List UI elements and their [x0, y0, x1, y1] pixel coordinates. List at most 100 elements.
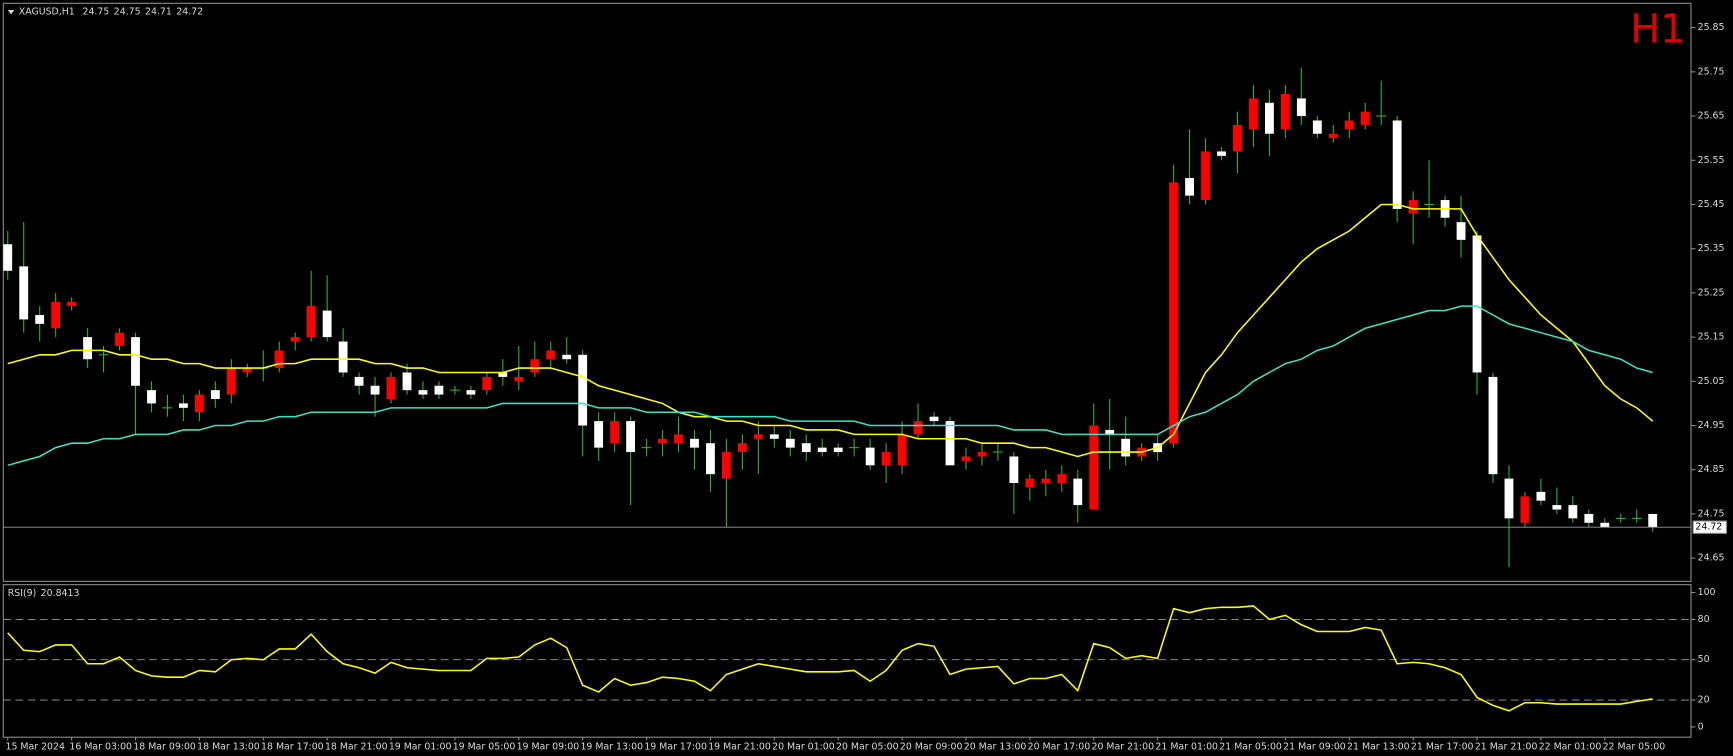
candle-body — [3, 244, 13, 271]
ohlc-open: 24.75 — [82, 7, 109, 18]
candle-body — [578, 354, 588, 426]
candle-body — [1392, 120, 1402, 209]
y-tick-label: 25.15 — [1698, 332, 1725, 343]
candle-body — [1233, 124, 1242, 152]
candle-body — [1249, 98, 1258, 130]
candle-body — [115, 332, 124, 346]
candle-body — [1328, 133, 1338, 139]
x-tick-label: 22 Mar 05:00 — [1603, 742, 1666, 753]
candle-body — [562, 354, 572, 360]
candle-body — [1057, 474, 1067, 483]
candle-body — [226, 368, 236, 395]
candle-body — [1504, 478, 1514, 519]
y-tick-label: 25.35 — [1698, 243, 1725, 254]
candle-body — [1552, 505, 1562, 510]
x-tick-label: 21 Mar 17:00 — [1411, 742, 1474, 753]
candle-body — [1344, 120, 1354, 130]
candle-body — [242, 368, 252, 373]
y-tick-label: 25.25 — [1698, 287, 1725, 298]
x-tick-label: 20 Mar 21:00 — [1092, 742, 1155, 753]
candle-body — [1201, 151, 1210, 201]
candle-body — [306, 306, 316, 338]
menu-arrow — [7, 9, 15, 15]
rsi-line — [7, 605, 1653, 712]
candle-body — [1456, 222, 1466, 240]
candle-body — [194, 394, 204, 413]
candle-body — [131, 337, 140, 386]
y-tick-label: 24.75 — [1698, 508, 1725, 519]
candle-body — [1121, 438, 1131, 457]
y-tick-label: 25.45 — [1698, 199, 1725, 210]
candle-body — [769, 434, 779, 439]
candle-body — [945, 421, 955, 466]
x-tick-label: 18 Mar 21:00 — [325, 742, 388, 753]
candle-body — [1217, 151, 1226, 156]
candle-body — [737, 443, 747, 453]
candle-body — [402, 372, 412, 391]
rsi-panel — [2, 584, 1692, 738]
y-tick-label: 0 — [1698, 721, 1704, 732]
candle-body — [1264, 102, 1274, 134]
candle-body — [35, 315, 45, 324]
candle-body — [801, 443, 811, 453]
candle-body — [1025, 478, 1035, 488]
candle-body — [498, 372, 508, 377]
x-tick-label: 18 Mar 13:00 — [197, 742, 260, 753]
candle-body — [1296, 98, 1306, 117]
candle-body — [1009, 456, 1019, 483]
x-tick-label: 21 Mar 13:00 — [1347, 742, 1410, 753]
candle-body — [466, 390, 476, 395]
candle-body — [338, 341, 348, 373]
candle-body — [913, 421, 923, 435]
x-tick-label: 16 Mar 03:00 — [69, 742, 132, 753]
candle-body — [370, 385, 380, 395]
candle-body — [977, 452, 987, 457]
candle-body — [1073, 478, 1083, 506]
candle-body — [1169, 182, 1179, 444]
x-tick-label: 19 Mar 21:00 — [708, 742, 771, 753]
symbol-title: XAGUSD,H1 — [19, 7, 75, 18]
y-tick-label: 24.85 — [1698, 464, 1725, 475]
y-tick-label: 24.65 — [1698, 553, 1725, 564]
candle-body — [594, 421, 604, 448]
candle-body — [817, 447, 827, 453]
x-tick-label: 15 Mar 2024 — [6, 742, 65, 753]
candle-body — [626, 421, 636, 453]
x-tick-label: 22 Mar 01:00 — [1539, 742, 1602, 753]
candle-body — [1185, 177, 1194, 196]
rsi-value: 20.8413 — [41, 588, 80, 599]
candle-body — [434, 385, 444, 395]
candle-body — [865, 447, 875, 466]
candle-body — [1568, 505, 1578, 519]
candle-body — [658, 438, 667, 444]
y-tick-label: 25.05 — [1698, 376, 1725, 387]
moving-average — [7, 203, 1654, 458]
candle-body — [610, 421, 620, 444]
x-tick-label: 21 Mar 09:00 — [1283, 742, 1346, 753]
x-tick-label: 18 Mar 17:00 — [261, 742, 324, 753]
y-tick-label: 50 — [1698, 654, 1710, 665]
y-tick-label: 25.65 — [1698, 111, 1725, 122]
candle-body — [1041, 478, 1051, 483]
y-tick-label: 25.55 — [1698, 155, 1725, 166]
candle-body — [386, 376, 396, 399]
candle-body — [961, 456, 971, 461]
candle-body — [322, 310, 332, 338]
candle-body — [83, 337, 93, 360]
y-tick-label: 24.95 — [1698, 420, 1725, 431]
x-tick-label: 21 Mar 05:00 — [1219, 742, 1282, 753]
candle-body — [785, 438, 795, 448]
x-tick-label: 20 Mar 17:00 — [1028, 742, 1091, 753]
candle-body — [833, 447, 843, 453]
candle-body — [354, 376, 364, 386]
candle-body — [753, 434, 763, 439]
candle-body — [514, 376, 524, 382]
x-tick-label: 19 Mar 01:00 — [389, 742, 452, 753]
candle-body — [147, 390, 156, 404]
ohlc-close: 24.72 — [176, 7, 203, 18]
candle-body — [51, 301, 61, 329]
candle-body — [530, 359, 540, 373]
candle-body — [1488, 376, 1498, 475]
